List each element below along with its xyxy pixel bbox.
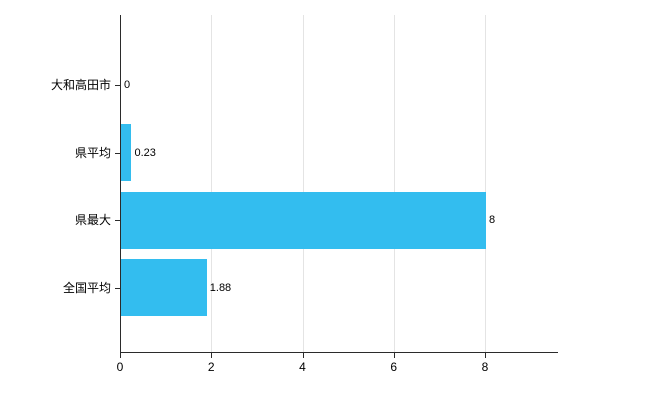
category-label: 県最大 [74,213,111,227]
x-tick-label: 6 [390,360,398,374]
value-label: 8 [489,214,496,226]
y-axis-tick [115,85,120,86]
x-tick-label: 4 [299,360,306,374]
category-label: 県平均 [74,145,111,160]
y-axis-tick [115,220,120,221]
gridline [485,15,486,352]
category-label: 全国平均 [62,280,111,295]
y-axis-line [120,15,121,353]
x-axis-tick [302,353,304,358]
x-tick-label: 8 [481,360,489,374]
bar [121,124,132,181]
x-axis-tick [211,353,213,358]
value-label: 0 [124,79,131,91]
gridline [393,15,395,352]
x-tick-label: 2 [207,360,215,374]
value-label: 1.88 [209,281,232,294]
value-label: 0.23 [134,146,156,159]
bar [121,259,207,316]
y-axis-tick [115,287,120,289]
gridline [302,15,304,352]
category-label: 大和高田市 [50,78,111,92]
x-axis-tick [120,353,121,358]
x-axis-tick [393,353,395,358]
bar [121,191,486,249]
x-axis-line [120,352,558,353]
y-axis-tick [115,152,120,154]
x-tick-label: 0 [116,360,124,374]
gridline [211,15,213,352]
x-axis-tick [485,353,486,358]
